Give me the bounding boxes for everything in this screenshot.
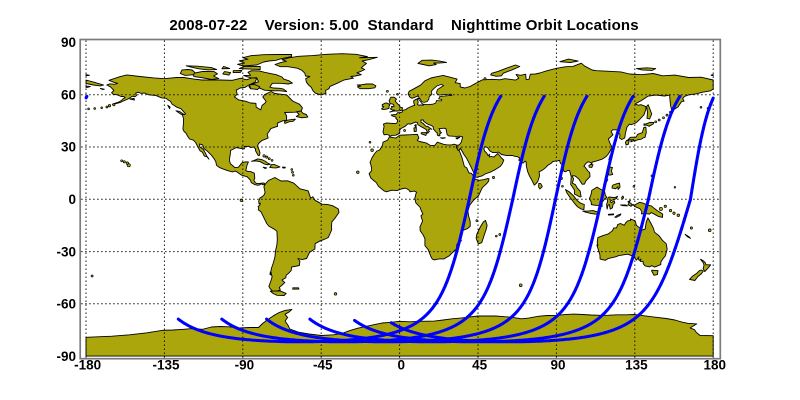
svg-text:90: 90 <box>550 358 565 373</box>
svg-text:-180: -180 <box>74 358 101 373</box>
svg-text:30: 30 <box>61 140 76 155</box>
svg-text:-60: -60 <box>56 297 76 312</box>
svg-text:60: 60 <box>61 88 76 103</box>
svg-text:0: 0 <box>68 192 76 207</box>
svg-text:2008-07-22 Version: 5.00 S: 2008-07-22 Version: 5.00 Standard Nightt… <box>169 17 638 34</box>
svg-text:-30: -30 <box>56 244 76 259</box>
svg-text:0: 0 <box>397 358 405 373</box>
svg-text:90: 90 <box>61 35 76 50</box>
svg-text:180: 180 <box>704 358 727 373</box>
svg-text:-90: -90 <box>235 358 255 373</box>
svg-text:135: 135 <box>625 358 648 373</box>
svg-text:-135: -135 <box>152 358 180 373</box>
svg-text:45: 45 <box>472 358 488 373</box>
svg-text:-90: -90 <box>56 349 76 364</box>
svg-text:-45: -45 <box>313 358 333 373</box>
